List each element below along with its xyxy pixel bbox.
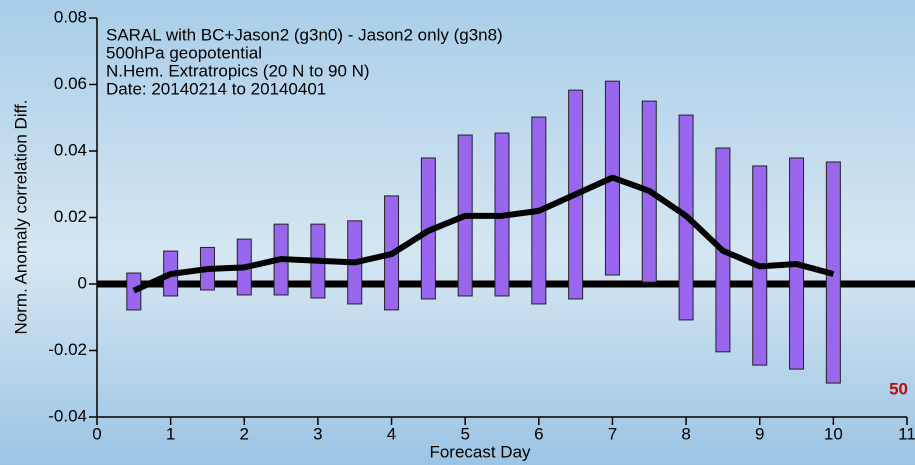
x-axis-label: Forecast Day [429,442,531,461]
annotation: SARAL with BC+Jason2 (g3n0) - Jason2 onl… [106,25,503,44]
x-tick-label: 6 [534,424,543,443]
y-tick-label: -0.02 [48,340,87,359]
x-tick-label: 2 [240,424,249,443]
y-tick-label: 0.04 [54,140,87,159]
range-bar [126,272,142,311]
x-tick-label: 9 [755,424,764,443]
annotation: Date: 20140214 to 20140401 [106,79,326,98]
x-tick-label: 4 [387,424,396,443]
x-tick-label: 7 [608,424,617,443]
mean-line [132,174,835,294]
x-tick-label: 5 [460,424,469,443]
y-tick-label: 0.06 [54,74,87,93]
y-tick-label: 0.02 [54,207,87,226]
y-tick-label: 0 [78,273,87,292]
x-tick-label: 8 [681,424,690,443]
annotation: N.Hem. Extratropics (20 N to 90 N) [106,61,370,80]
y-tick-label: 0.08 [54,7,87,26]
x-tick-label: 0 [92,424,101,443]
x-tick-label: 1 [166,424,175,443]
y-axis-label: Norm. Anomaly correlation Diff. [11,100,30,335]
y-tick-label: -0.04 [48,406,87,425]
annotation: 500hPa geopotential [106,43,262,62]
x-tick-label: 3 [313,424,322,443]
x-tick-label: 10 [824,424,843,443]
corner-label: 50 [889,379,908,398]
x-tick-label: 11 [898,424,915,443]
